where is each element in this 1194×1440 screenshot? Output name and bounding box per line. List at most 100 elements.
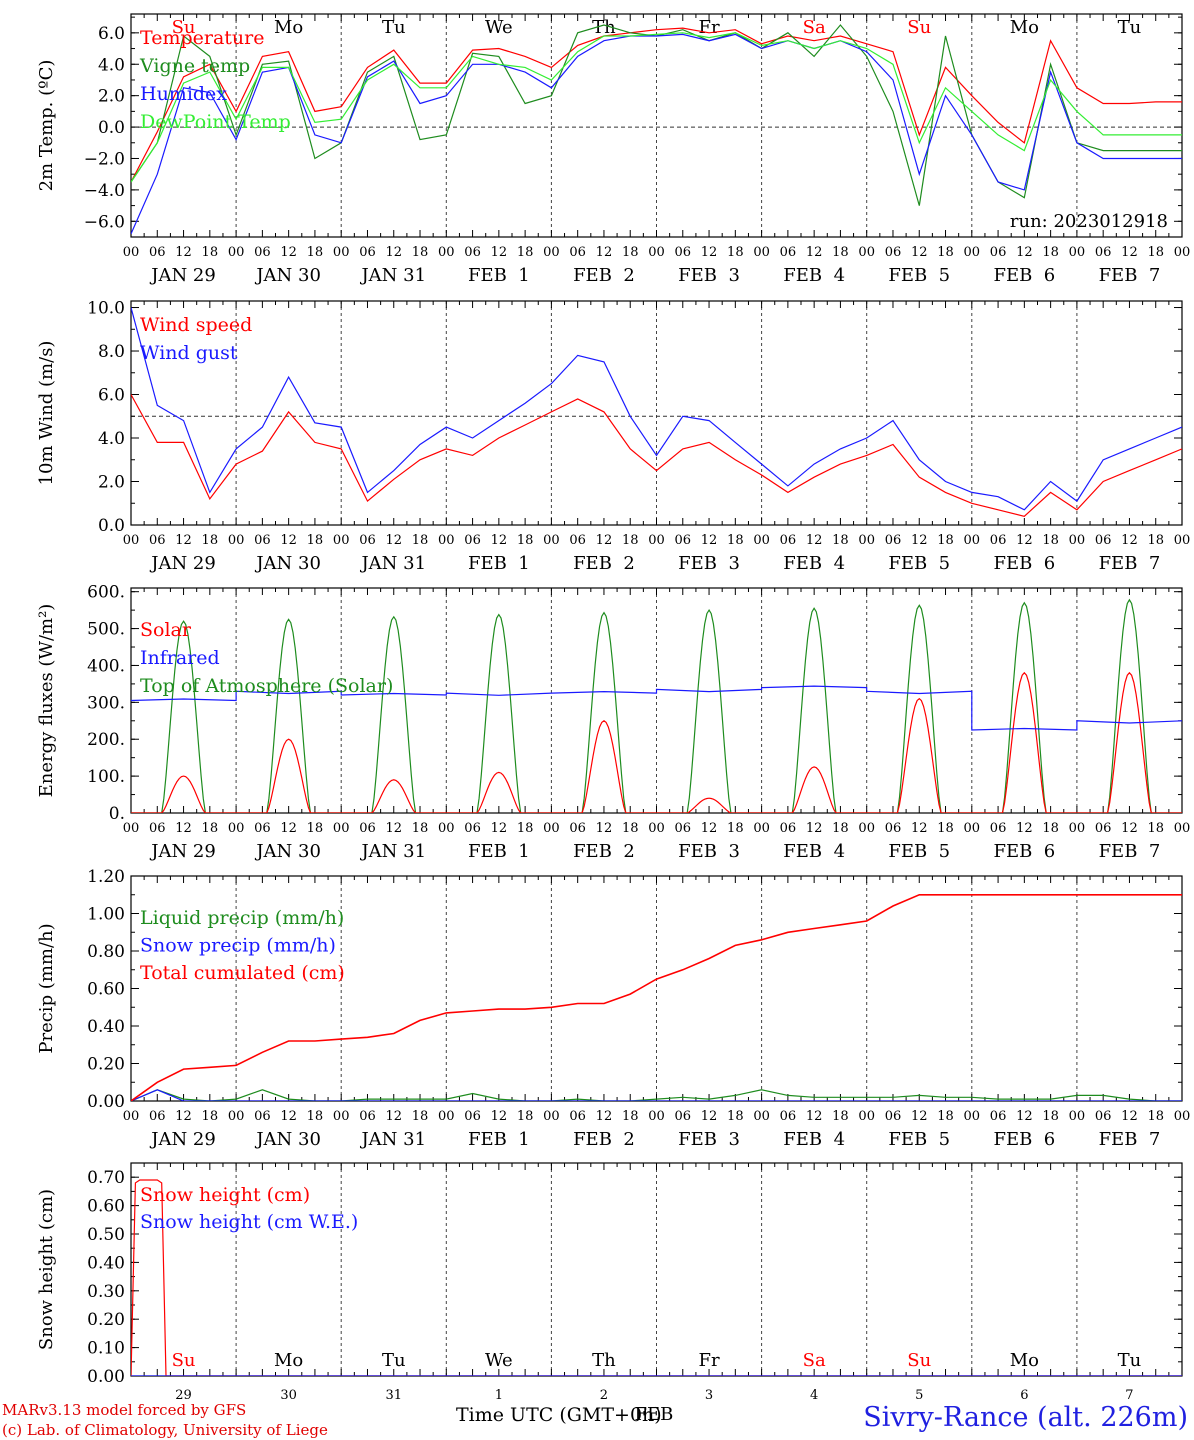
hour-tick-label: 06: [1095, 245, 1112, 260]
weekday-label: Su: [172, 1350, 196, 1371]
hour-tick-label: 18: [517, 245, 534, 260]
weekday-label: Th: [592, 17, 616, 38]
legend-entry: Vigne temp: [139, 55, 250, 77]
hour-tick-label: 00: [333, 821, 350, 836]
hour-tick-label: 18: [622, 245, 639, 260]
hour-tick-label: 00: [753, 533, 770, 548]
hour-tick-label: 18: [1147, 533, 1164, 548]
series-line-3: [131, 598, 1182, 813]
hour-tick-label: 06: [569, 533, 586, 548]
day-label: FEB 7: [1099, 265, 1161, 286]
hour-tick-label: 06: [254, 533, 271, 548]
hour-tick-label: 18: [832, 533, 849, 548]
hour-tick-label: 18: [412, 533, 429, 548]
y-tick-label: 0.40: [87, 1017, 125, 1037]
legend-entry: Top of Atmosphere (Solar): [140, 675, 393, 697]
run-label: run: 2023012918: [1010, 211, 1168, 232]
hour-tick-label: 06: [885, 245, 902, 260]
hour-tick-label: 12: [911, 245, 928, 260]
hour-tick-label: 12: [1016, 1109, 1033, 1124]
hour-tick-label: 12: [175, 533, 192, 548]
hour-tick-label: 06: [569, 1109, 586, 1124]
hour-tick-label: 00: [1174, 245, 1191, 260]
y-tick-label: 0.60: [87, 980, 125, 1000]
y-tick-label: 0.0: [98, 516, 125, 536]
y-tick-label: 0.0: [98, 118, 125, 138]
hour-tick-label: 18: [412, 245, 429, 260]
hour-tick-label: 12: [280, 1109, 297, 1124]
day-label: FEB 1: [468, 265, 530, 286]
series-line-2: [131, 685, 1182, 731]
y-tick-label: −4.0: [84, 181, 125, 201]
day-label: FEB 6: [993, 265, 1055, 286]
weekday-label: Su: [907, 17, 931, 38]
hour-tick-label: 12: [491, 821, 508, 836]
y-tick-label: 300.: [87, 693, 125, 713]
hour-tick-label: 00: [964, 1109, 981, 1124]
hour-tick-label: 18: [202, 533, 219, 548]
y-tick-label: 0.20: [87, 1310, 125, 1330]
hour-tick-label: 18: [307, 245, 324, 260]
y-axis-label: Precip (mm/h): [36, 923, 57, 1053]
y-axis-label: 10m Wind (m/s): [36, 341, 57, 486]
day-number-label: 7: [1125, 1388, 1133, 1403]
day-label: FEB 3: [678, 841, 740, 862]
hour-tick-label: 06: [149, 245, 166, 260]
weekday-label: We: [485, 17, 513, 38]
y-tick-label: 100.: [87, 767, 125, 787]
hour-tick-label: 00: [964, 821, 981, 836]
day-label: FEB 4: [783, 1129, 845, 1150]
y-axis-label: Snow height (cm): [36, 1189, 57, 1350]
hour-tick-label: 00: [228, 1109, 245, 1124]
hour-tick-label: 18: [622, 533, 639, 548]
hour-tick-label: 12: [1121, 1109, 1138, 1124]
weekday-label: We: [485, 1350, 513, 1371]
hour-tick-label: 00: [753, 245, 770, 260]
hour-tick-label: 00: [964, 245, 981, 260]
y-tick-label: 0.30: [87, 1282, 125, 1302]
hour-tick-label: 12: [596, 245, 613, 260]
hour-tick-label: 00: [438, 1109, 455, 1124]
hour-tick-label: 06: [885, 1109, 902, 1124]
weekday-label: Tu: [1118, 1350, 1142, 1371]
legend-entry: Wind speed: [140, 314, 252, 336]
hour-tick-label: 00: [858, 821, 875, 836]
hour-tick-label: 12: [175, 245, 192, 260]
y-tick-label: 6.0: [98, 24, 125, 44]
hour-tick-label: 00: [964, 533, 981, 548]
hour-tick-label: 00: [648, 533, 665, 548]
hour-tick-label: 00: [123, 1109, 140, 1124]
day-number-label: 4: [810, 1388, 818, 1403]
hour-tick-label: 06: [780, 533, 797, 548]
hour-tick-label: 18: [517, 821, 534, 836]
panel-3: 600. 500. 400. 300. 200. 100. 0. Energy fluxes …: [36, 583, 1190, 862]
y-tick-label: −2.0: [84, 149, 125, 169]
hour-tick-label: 00: [228, 533, 245, 548]
hour-tick-label: 00: [1174, 533, 1191, 548]
day-number-label: 6: [1020, 1388, 1028, 1403]
hour-tick-label: 18: [1147, 1109, 1164, 1124]
hour-tick-label: 06: [990, 533, 1007, 548]
day-label: JAN 30: [254, 265, 321, 286]
y-tick-label: 0.40: [87, 1253, 125, 1273]
legend-entry: DewPoint Temp: [140, 111, 291, 133]
hour-tick-label: 00: [1069, 533, 1086, 548]
model-line-2: (c) Lab. of Climatology, University of L…: [2, 1421, 328, 1439]
y-tick-label: 0.00: [87, 1092, 125, 1112]
hour-tick-label: 06: [990, 245, 1007, 260]
day-label: FEB 5: [888, 265, 950, 286]
hour-tick-label: 18: [1042, 533, 1059, 548]
hour-tick-label: 06: [464, 533, 481, 548]
day-label: JAN 29: [149, 265, 216, 286]
hour-tick-label: 18: [727, 821, 744, 836]
series-line-1: [131, 671, 1182, 813]
hour-tick-label: 00: [543, 821, 560, 836]
day-number-label: 2: [600, 1388, 608, 1403]
hour-tick-label: 00: [648, 821, 665, 836]
weekday-label: Tu: [382, 17, 406, 38]
hour-tick-label: 12: [1016, 533, 1033, 548]
hour-tick-label: 06: [359, 533, 376, 548]
hour-tick-label: 18: [202, 1109, 219, 1124]
weekday-label: Su: [172, 17, 196, 38]
hour-tick-label: 00: [228, 245, 245, 260]
